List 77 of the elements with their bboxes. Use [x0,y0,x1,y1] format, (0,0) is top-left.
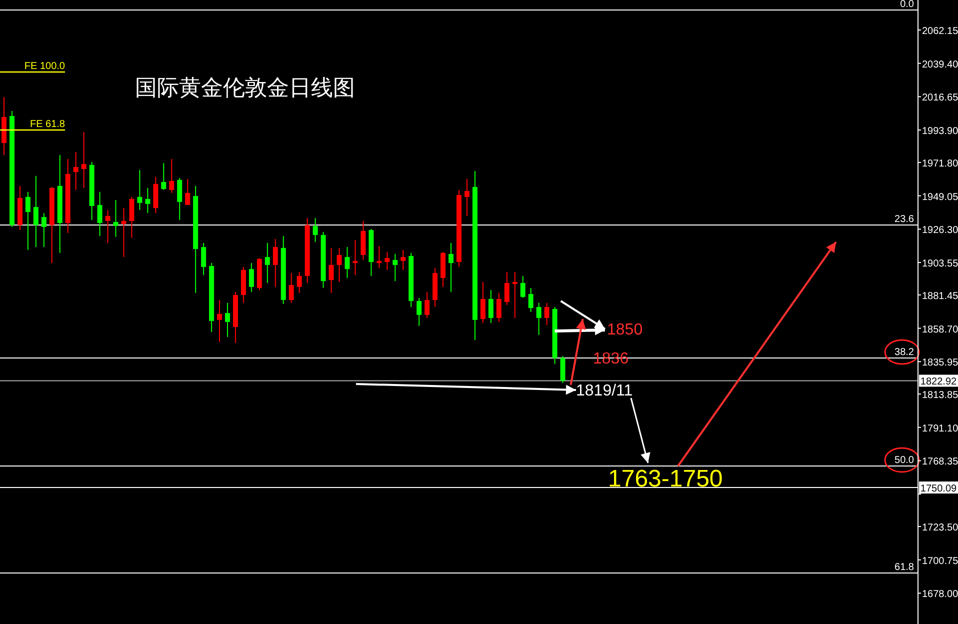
candlestick [480,281,486,324]
candlestick [416,297,422,326]
candlestick [272,238,278,288]
y-tick-label: 1949.05 [922,192,958,203]
candlestick [105,209,110,244]
candlestick [248,262,254,292]
y-tick-label: 1971.80 [922,158,958,170]
candlestick [296,271,302,294]
y-tick-label: 2016.65 [922,92,958,104]
candlestick [504,271,510,306]
candlestick [560,355,566,384]
text: 国际黄金伦敦金日线图 [135,75,355,100]
y-tick-label: 1881.45 [922,290,958,302]
candlestick [73,152,78,191]
candlestick [328,247,334,294]
y-tick-label: 2039.40 [922,59,958,70]
candlestick [33,175,38,248]
candlestick [344,246,350,278]
candlestick [488,290,494,324]
candlestick [129,196,134,238]
y-tick-label: 1813.85 [922,390,958,402]
y-tick-label: 1835.95 [922,358,958,369]
y-tick-label: 2062.15 [922,26,958,37]
y-tick-label: 1678.00 [922,589,958,600]
candlestick [528,287,534,312]
annotation: FE 100.0 [24,61,66,72]
candlestick [512,271,518,319]
candlestick [536,302,542,336]
candlestick [520,275,526,298]
candlestick [217,299,222,342]
candlestick [97,191,102,237]
y-tick-label: 1903.55 [922,258,958,270]
annotation: 1850 [607,322,643,339]
annotation: 1819/11 [576,382,633,400]
candlestick [544,302,550,326]
annotation: 0.0 [900,0,914,10]
y-tick-label: 1768.35 [922,456,958,468]
candlestick [264,242,270,284]
candlestick [81,131,86,188]
candlestick [464,178,470,216]
annotation: 61.8 [894,562,914,573]
annotation: 23.6 [894,214,914,226]
candlestick [400,249,406,270]
candlestick [225,302,230,338]
candlestick [288,272,294,304]
ref-line-label: 1822.92 [920,376,958,388]
candlestick [161,162,166,191]
candlestick [336,247,342,282]
candlestick [424,291,430,319]
candlestick [185,178,190,206]
candlestick [169,158,174,194]
annotation: FE 61.8 [30,119,66,130]
candlestick [25,191,30,250]
candlestick [376,246,382,269]
candlestick [392,253,398,282]
candlestick [177,177,182,220]
annotation: 1763-1750 [608,465,723,492]
y-tick-label: 1858.70 [922,324,958,336]
y-tick-label: 1723.50 [922,522,958,534]
candlestick [145,187,150,214]
candlestick [41,212,46,248]
candlestick [121,208,126,258]
candlestick [312,218,318,242]
annotation: 38.2 [894,347,914,358]
y-tick-label: 1791.10 [922,423,958,434]
y-tick-label: 1700.75 [922,556,958,567]
candlestick [113,199,118,238]
candlestick [352,240,358,276]
annotation: 50.0 [894,454,914,466]
y-tick-label: 1926.30 [922,225,958,236]
candlestick [448,242,454,292]
y-tick-label: 1993.90 [922,126,958,138]
ref-line-label: 1750.09 [920,484,958,495]
candlestick [496,292,502,322]
candlestick [201,242,206,276]
candlestick [137,169,142,210]
candlestick [384,252,390,270]
